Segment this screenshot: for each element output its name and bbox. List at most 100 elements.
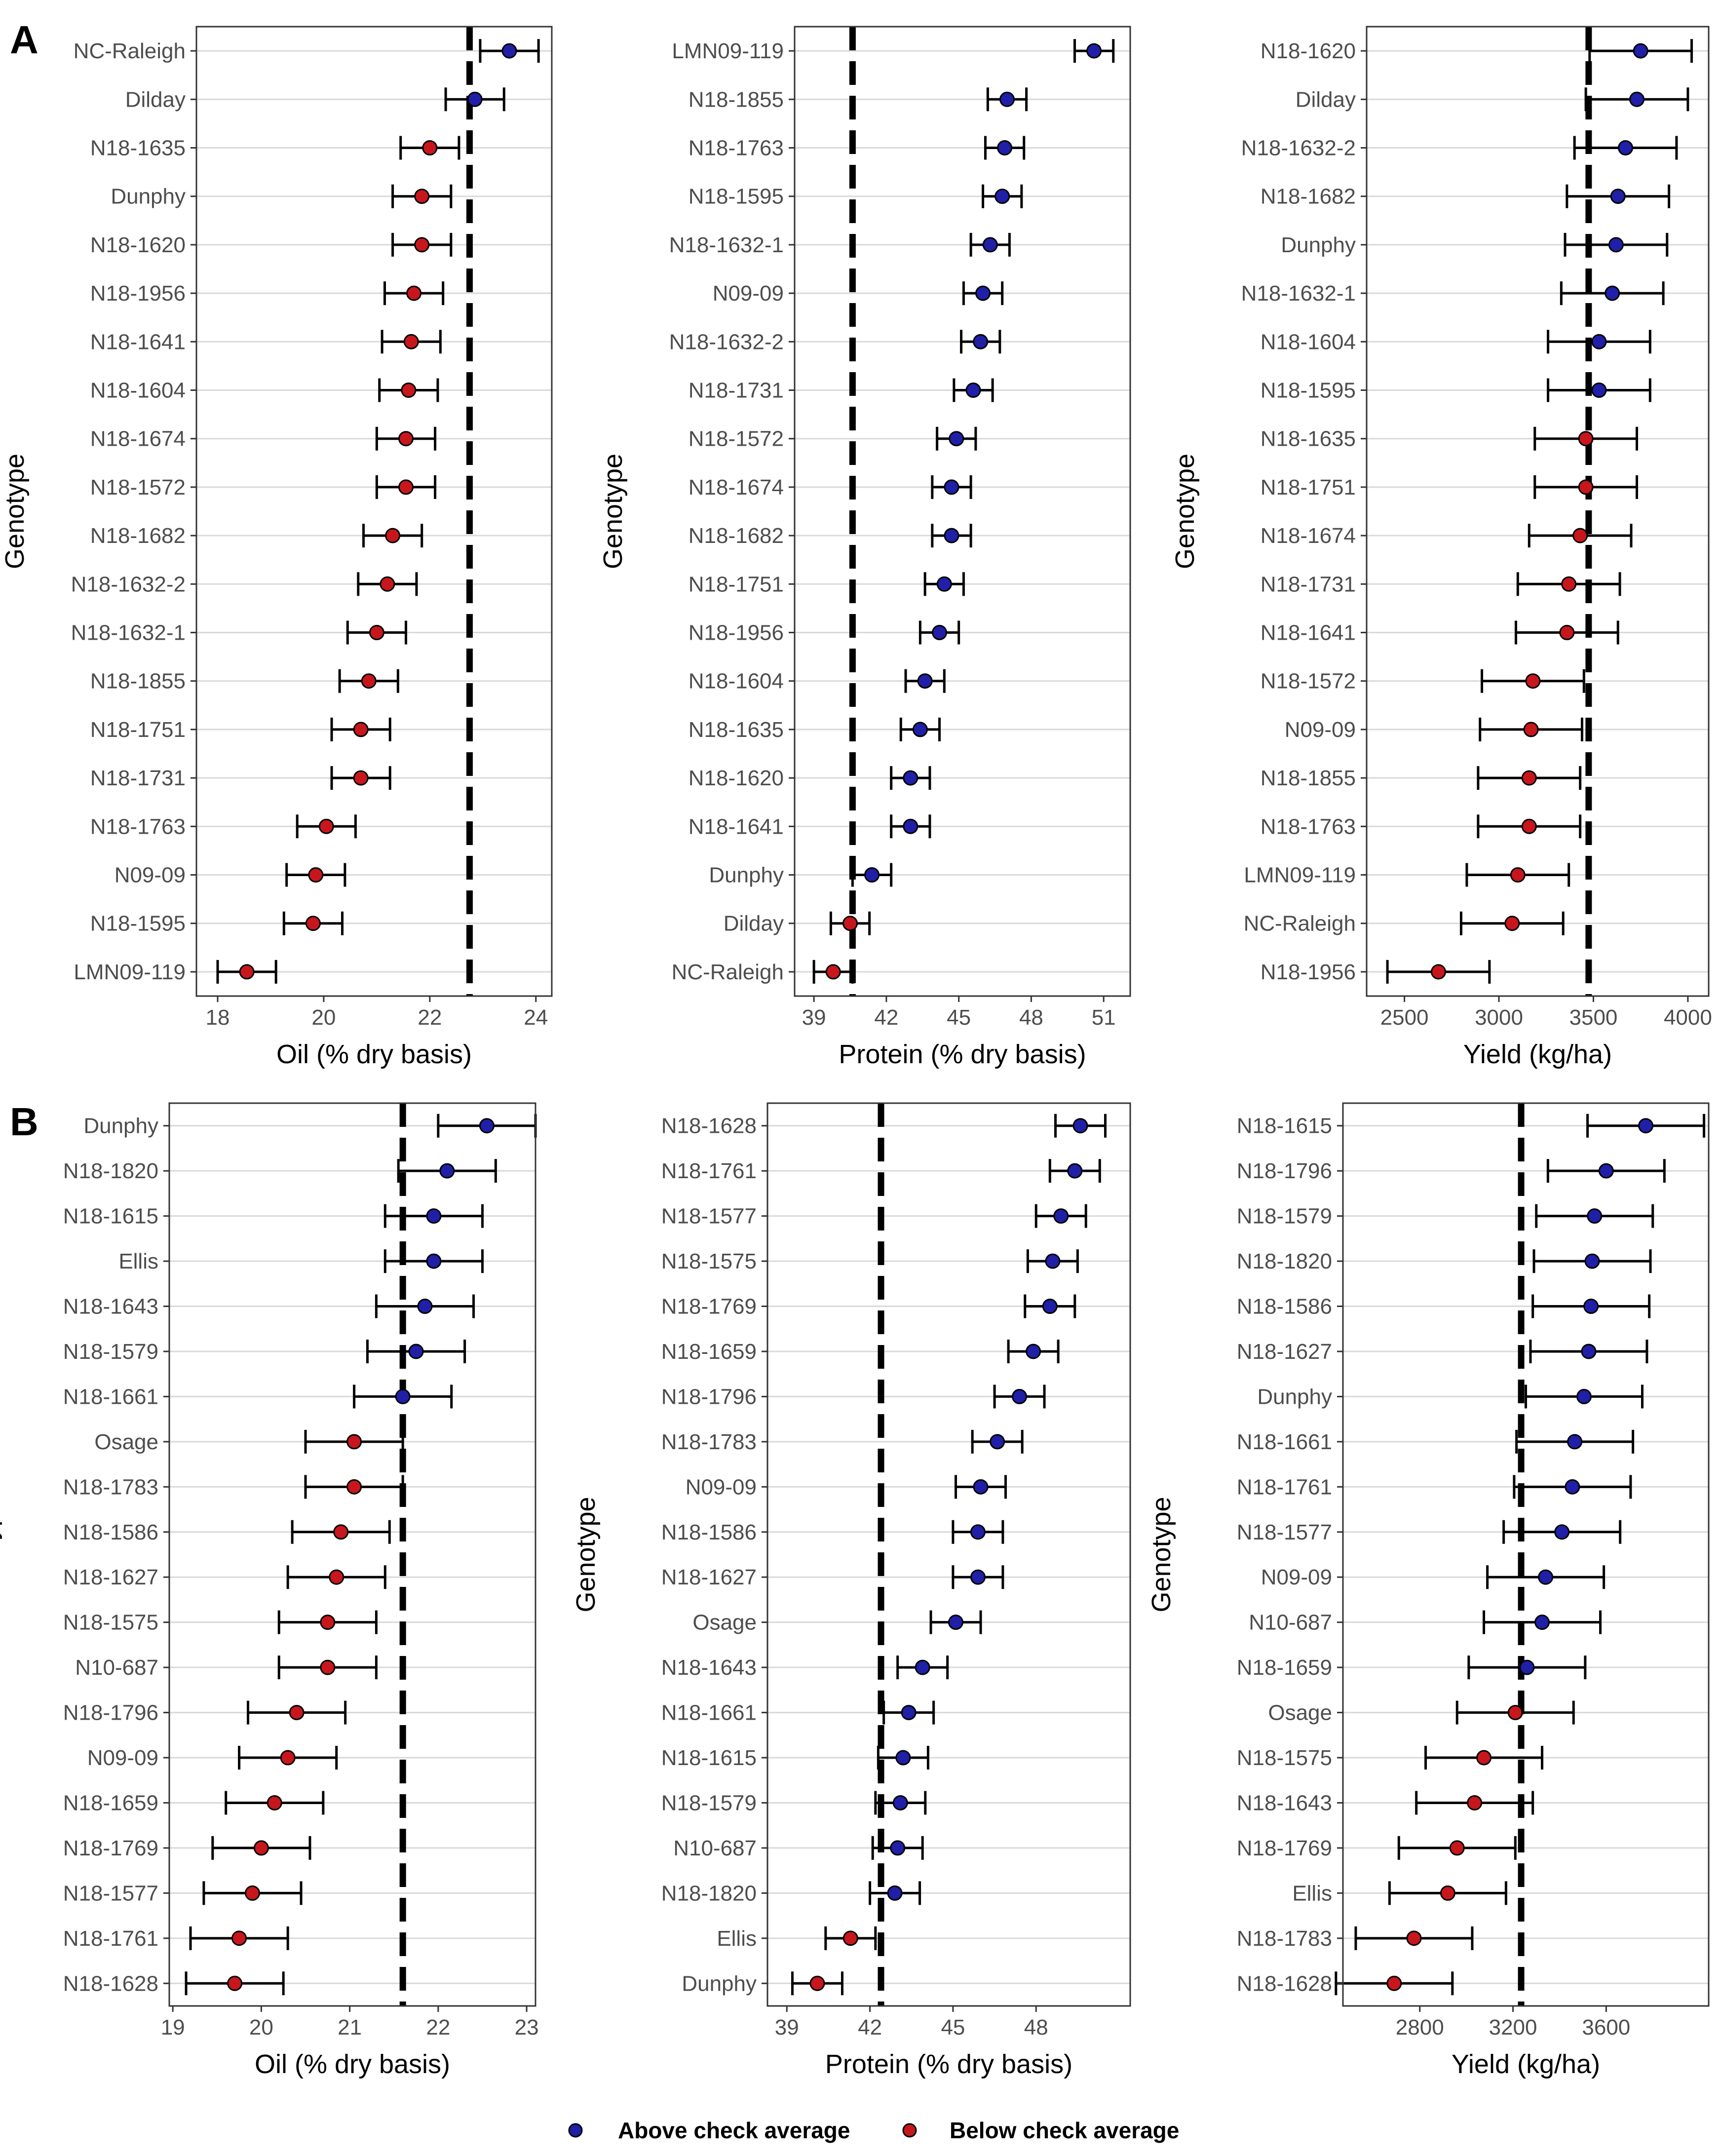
y-tick-label: N18-1632-2: [1241, 136, 1356, 160]
data-point: [289, 1705, 305, 1721]
chart-panel: N18-1620 Dilday N18-1632-2 N18-1682 Dunphy N1…: [1170, 26, 1712, 1069]
legend-above-swatch: [568, 2123, 583, 2138]
data-point: [944, 479, 959, 495]
data-point: [1507, 1705, 1523, 1721]
x-tick-label: 20: [311, 1005, 336, 1030]
x-axis-label: Protein (% dry basis): [839, 1040, 1086, 1069]
y-tick-label: N18-1615: [63, 1204, 158, 1229]
y-tick-label: N18-1579: [661, 1791, 757, 1815]
data-point: [346, 1479, 362, 1495]
y-tick-label: Dilday: [1296, 87, 1356, 112]
chart-panel: LMN09-119 N18-1855 N18-1763 N18-1595 N18-163…: [598, 26, 1131, 1069]
data-point: [912, 722, 928, 737]
y-tick-label: N18-1635: [1261, 427, 1356, 451]
x-tick-label: 39: [775, 2015, 799, 2040]
data-point: [1591, 383, 1607, 398]
x-axis-label: Yield (kg/ha): [1452, 2049, 1600, 2079]
data-point: [385, 528, 401, 543]
y-tick-label: NC-Raleigh: [672, 960, 784, 984]
y-tick-label: N18-1575: [1237, 1746, 1332, 1770]
y-tick-label: N18-1820: [63, 1159, 158, 1183]
x-tick-label: 22: [426, 2015, 450, 2040]
chart-panel: N18-1615 N18-1796 N18-1579 N18-1820 N18-1586…: [1147, 1102, 1710, 2079]
y-tick-label: N18-1674: [90, 427, 186, 451]
data-point: [501, 43, 517, 59]
data-point: [333, 1524, 349, 1540]
y-tick-label: N18-1783: [661, 1430, 757, 1454]
y-tick-label: N10-687: [75, 1656, 158, 1680]
x-tick-label: 19: [161, 2015, 185, 2040]
data-point: [398, 479, 414, 495]
data-point: [973, 334, 989, 349]
data-point: [227, 1975, 243, 1991]
data-point: [467, 91, 483, 107]
x-tick-label: 45: [941, 2015, 965, 2040]
data-point: [1521, 770, 1537, 786]
y-tick-label: N09-09: [1285, 718, 1356, 742]
y-tick-label: N18-1627: [63, 1565, 158, 1589]
y-tick-label: N18-1615: [1237, 1114, 1332, 1138]
y-tick-label: N18-1572: [1261, 669, 1356, 693]
y-tick-label: N18-1632-2: [669, 330, 784, 354]
data-point: [1583, 1299, 1599, 1314]
data-point: [1440, 1885, 1455, 1901]
y-tick-label: N18-1604: [688, 669, 784, 693]
data-point: [426, 1208, 442, 1224]
data-point: [1430, 964, 1446, 980]
x-tick-label: 22: [418, 1005, 442, 1030]
y-tick-label: N18-1661: [661, 1701, 757, 1725]
y-tick-label: N18-1731: [1261, 572, 1356, 596]
y-tick-label: N18-1796: [661, 1385, 757, 1409]
data-point: [1521, 818, 1537, 834]
y-tick-label: N18-1615: [661, 1746, 757, 1770]
data-point: [320, 1615, 336, 1630]
y-tick-label: N18-1796: [63, 1701, 158, 1725]
y-axis-label: Genotype: [0, 454, 30, 569]
data-point: [944, 528, 959, 543]
data-point: [999, 91, 1015, 107]
data-point: [917, 673, 933, 689]
x-tick-label: 48: [1024, 2015, 1048, 2040]
y-tick-label: N18-1783: [63, 1475, 158, 1499]
chart-panel: Dunphy N18-1820 N18-1615 Ellis N18-1643 N18-1…: [0, 1100, 539, 2079]
y-tick-label: N09-09: [686, 1475, 757, 1499]
y-tick-label: N18-1659: [63, 1791, 158, 1815]
data-point: [380, 576, 395, 592]
y-tick-label: N18-1577: [661, 1204, 757, 1229]
y-tick-label: N18-1632-1: [1241, 281, 1356, 306]
x-tick-label: 3500: [1569, 1005, 1618, 1030]
data-point: [965, 383, 981, 398]
y-tick-label: Dunphy: [709, 863, 784, 887]
y-tick-label: N18-1628: [1237, 1971, 1332, 1996]
data-point: [414, 237, 430, 253]
y-tick-label: N18-1674: [688, 475, 784, 500]
y-tick-label: N18-1820: [1237, 1249, 1332, 1273]
data-point: [903, 818, 918, 834]
data-point: [982, 237, 998, 253]
data-point: [308, 867, 324, 883]
y-tick-label: N18-1855: [688, 87, 784, 112]
y-tick-label: N18-1620: [688, 766, 784, 790]
y-tick-label: N18-1575: [661, 1249, 757, 1273]
data-point: [305, 916, 321, 931]
y-tick-label: LMN09-119: [74, 960, 186, 984]
data-point: [1584, 1253, 1600, 1269]
y-tick-label: N18-1956: [90, 281, 186, 306]
y-tick-label: N18-1628: [661, 1114, 757, 1138]
y-tick-label: N18-1769: [63, 1836, 158, 1860]
data-point: [1598, 1163, 1614, 1179]
data-point: [842, 916, 858, 931]
data-point: [1386, 1975, 1402, 1991]
y-tick-label: N18-1956: [688, 621, 784, 645]
data-point: [1026, 1344, 1041, 1359]
data-point: [353, 722, 369, 737]
data-point: [231, 1930, 247, 1946]
y-tick-label: N18-1643: [63, 1295, 158, 1319]
y-tick-label: N18-1659: [661, 1340, 757, 1364]
y-tick-label: Dilday: [724, 912, 784, 936]
data-point: [267, 1795, 282, 1810]
data-point: [1449, 1840, 1465, 1856]
data-point: [439, 1163, 455, 1179]
legend: Above check average Below check average: [568, 2118, 1179, 2143]
